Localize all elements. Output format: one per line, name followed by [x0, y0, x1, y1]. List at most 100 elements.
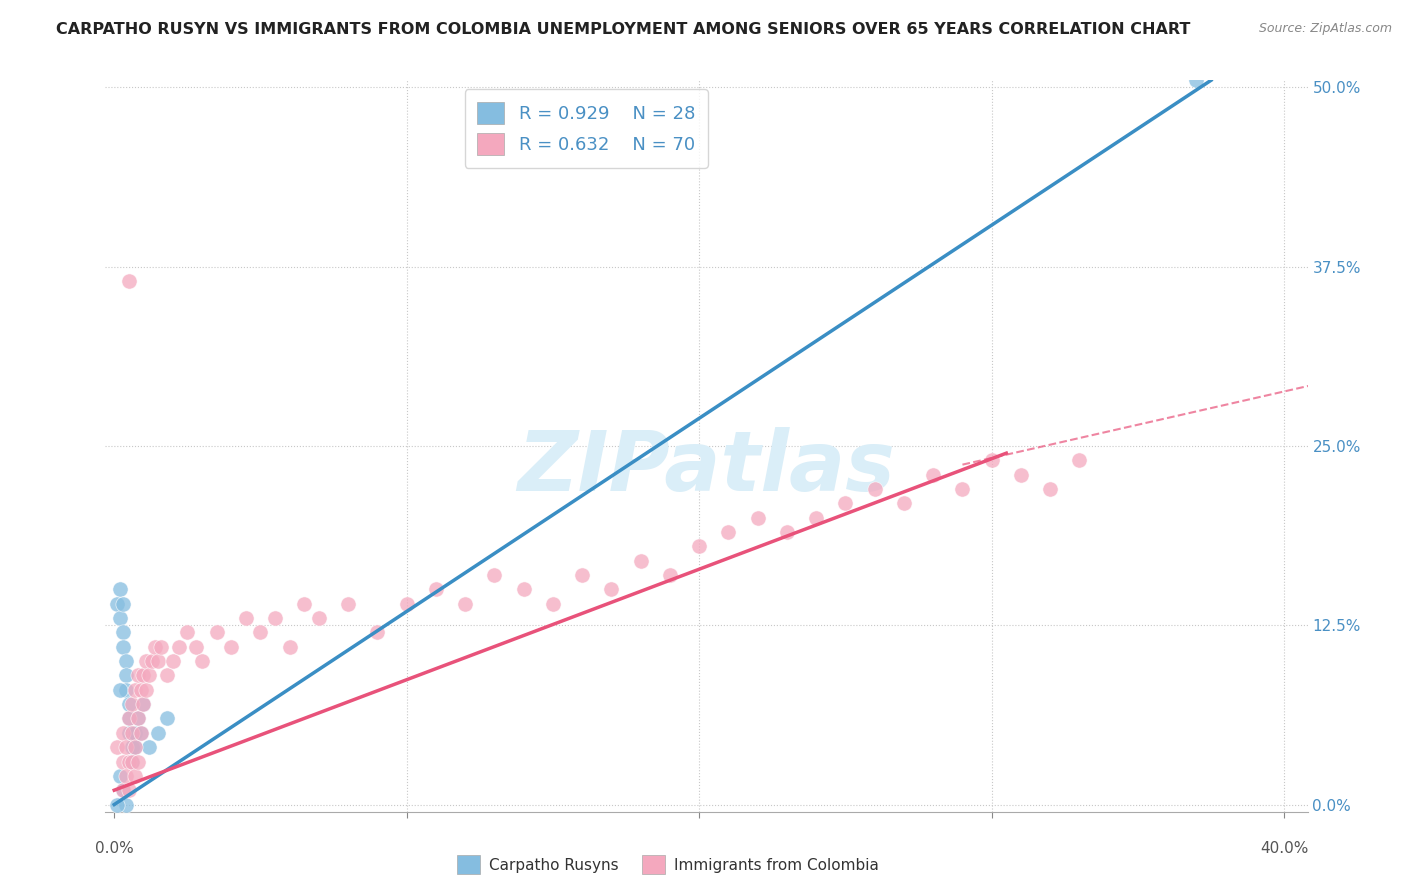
Point: [121, 755, 143, 769]
Point: [806, 510, 828, 524]
Point: [952, 482, 974, 496]
Point: [337, 597, 360, 611]
Point: [688, 540, 710, 554]
Point: [484, 568, 506, 582]
Point: [115, 682, 138, 697]
Point: [834, 496, 856, 510]
Point: [127, 711, 149, 725]
Point: [205, 625, 228, 640]
Point: [135, 654, 157, 668]
Point: [127, 755, 149, 769]
Point: [105, 797, 128, 812]
Point: [630, 554, 652, 568]
Point: [121, 755, 143, 769]
Point: [124, 726, 146, 740]
Point: [115, 654, 138, 668]
Point: [219, 640, 242, 654]
Point: [105, 740, 128, 755]
Point: [121, 726, 143, 740]
Point: [366, 625, 388, 640]
Point: [264, 611, 287, 625]
Point: [146, 726, 169, 740]
Point: [146, 654, 169, 668]
Point: [118, 711, 141, 725]
Point: [1039, 482, 1062, 496]
Point: [127, 711, 149, 725]
Point: [292, 597, 315, 611]
Point: [162, 654, 184, 668]
Point: [143, 640, 166, 654]
Point: [108, 769, 131, 783]
Point: [176, 625, 198, 640]
Point: [124, 769, 146, 783]
Point: [278, 640, 301, 654]
Point: [129, 726, 152, 740]
Point: [111, 755, 134, 769]
Point: [658, 568, 681, 582]
Point: [111, 640, 134, 654]
Point: [118, 274, 141, 288]
Point: [308, 611, 330, 625]
Point: [863, 482, 886, 496]
Point: [776, 524, 799, 539]
Point: [111, 625, 134, 640]
Point: [191, 654, 214, 668]
Point: [105, 597, 128, 611]
Point: [512, 582, 534, 597]
Legend: R = 0.929    N = 28, R = 0.632    N = 70: R = 0.929 N = 28, R = 0.632 N = 70: [465, 89, 707, 168]
Point: [111, 726, 134, 740]
Point: [118, 726, 141, 740]
Point: [893, 496, 915, 510]
Point: [156, 668, 179, 682]
Point: [111, 597, 134, 611]
Point: [167, 640, 190, 654]
Text: 40.0%: 40.0%: [1260, 841, 1309, 856]
Point: [425, 582, 447, 597]
Point: [108, 682, 131, 697]
Text: ZIPatlas: ZIPatlas: [517, 427, 896, 508]
Text: Source: ZipAtlas.com: Source: ZipAtlas.com: [1258, 22, 1392, 36]
Point: [395, 597, 418, 611]
Point: [571, 568, 593, 582]
Point: [115, 668, 138, 682]
Point: [124, 740, 146, 755]
Point: [150, 640, 173, 654]
Point: [118, 711, 141, 725]
Point: [129, 726, 152, 740]
Point: [127, 668, 149, 682]
Point: [132, 697, 155, 711]
Point: [118, 697, 141, 711]
Point: [1185, 73, 1208, 87]
Point: [135, 682, 157, 697]
Point: [184, 640, 207, 654]
Point: [717, 524, 740, 539]
Point: [454, 597, 477, 611]
Point: [115, 769, 138, 783]
Point: [121, 740, 143, 755]
Point: [1010, 467, 1032, 482]
Point: [156, 711, 179, 725]
Point: [235, 611, 257, 625]
Point: [118, 783, 141, 797]
Point: [121, 697, 143, 711]
Point: [124, 682, 146, 697]
Text: CARPATHO RUSYN VS IMMIGRANTS FROM COLOMBIA UNEMPLOYMENT AMONG SENIORS OVER 65 YE: CARPATHO RUSYN VS IMMIGRANTS FROM COLOMB…: [56, 22, 1191, 37]
Point: [747, 510, 769, 524]
Point: [249, 625, 271, 640]
Point: [115, 740, 138, 755]
Point: [118, 755, 141, 769]
Point: [115, 797, 138, 812]
Point: [111, 783, 134, 797]
Point: [141, 654, 163, 668]
Point: [111, 783, 134, 797]
Point: [600, 582, 623, 597]
Point: [1069, 453, 1091, 467]
Legend: Carpatho Rusyns, Immigrants from Colombia: Carpatho Rusyns, Immigrants from Colombi…: [451, 849, 884, 880]
Point: [541, 597, 564, 611]
Point: [129, 682, 152, 697]
Point: [138, 668, 160, 682]
Point: [108, 611, 131, 625]
Point: [922, 467, 945, 482]
Text: 0.0%: 0.0%: [94, 841, 134, 856]
Point: [108, 582, 131, 597]
